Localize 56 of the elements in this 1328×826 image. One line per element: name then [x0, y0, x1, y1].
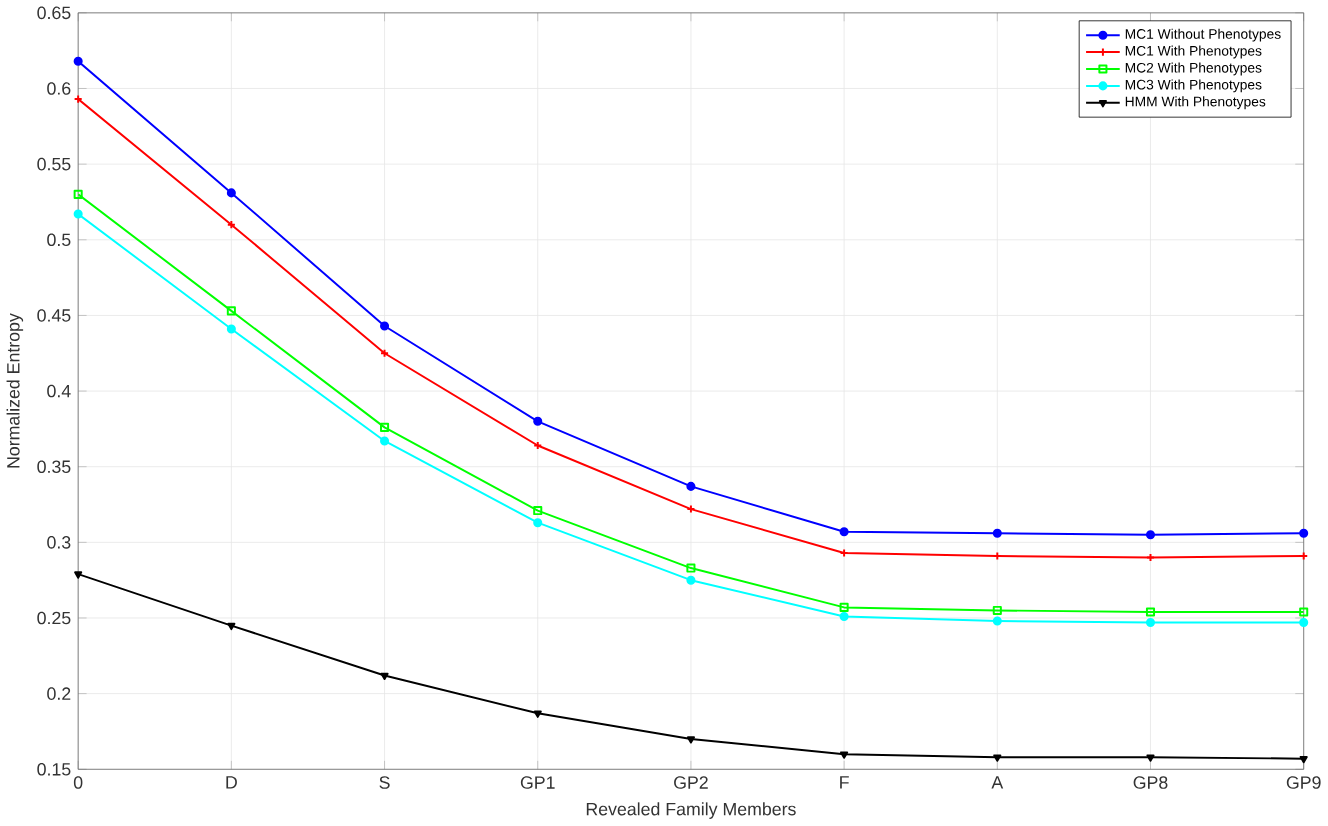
y-axis-title: Normalized Entropy [6, 313, 24, 468]
point [226, 306, 236, 316]
point [1146, 754, 1155, 762]
point [686, 482, 696, 492]
x-tick-label: A [991, 776, 1004, 789]
x-tick-label: GP8 [1133, 776, 1168, 790]
x-axis-title: Revealed Family Members [586, 802, 796, 820]
point [73, 209, 83, 219]
point [686, 575, 696, 585]
point [227, 623, 236, 631]
point [1145, 607, 1156, 617]
x-tick-label: S [379, 776, 390, 790]
x-tick-label: GP2 [674, 776, 708, 790]
x-tick-label: D [226, 776, 237, 789]
y-tick-label: 0.35 [37, 460, 71, 474]
point [686, 736, 695, 744]
point [73, 56, 83, 67]
x-tick-label: GP9 [1286, 776, 1321, 790]
point [839, 603, 849, 613]
y-tick-label: 0.6 [47, 82, 71, 96]
y-tick-label: 0.4 [47, 385, 71, 398]
point [1145, 530, 1156, 540]
x-tick-label: F [840, 776, 849, 789]
point [380, 436, 390, 446]
point [226, 188, 236, 198]
point [380, 672, 389, 681]
point [533, 506, 543, 516]
point [992, 616, 1002, 626]
point [1299, 618, 1309, 628]
point [840, 751, 849, 759]
y-tick-label: 0.3 [47, 536, 71, 549]
x-tick-label: 0 [73, 776, 83, 790]
point [533, 417, 543, 427]
point [1299, 756, 1308, 764]
point [74, 571, 83, 579]
x-tick-label: GP1 [520, 776, 555, 790]
point [1299, 528, 1309, 539]
y-tick-label: 0.45 [37, 309, 71, 322]
y-tick-label: 0.55 [37, 158, 71, 171]
point [993, 754, 1002, 762]
y-tick-label: 0.65 [37, 6, 71, 20]
point [1145, 618, 1156, 628]
point [839, 612, 849, 622]
point [380, 321, 390, 331]
y-tick-label: 0.25 [37, 611, 71, 625]
point [839, 527, 849, 537]
point [380, 423, 390, 433]
point [226, 324, 236, 334]
y-tick-label: 0.15 [37, 763, 71, 776]
y-tick-label: 0.2 [47, 687, 71, 701]
point [686, 563, 696, 573]
point [533, 710, 542, 719]
y-tick-label: 0.5 [47, 233, 71, 247]
point [992, 528, 1002, 539]
point [533, 518, 543, 528]
point [992, 606, 1002, 616]
